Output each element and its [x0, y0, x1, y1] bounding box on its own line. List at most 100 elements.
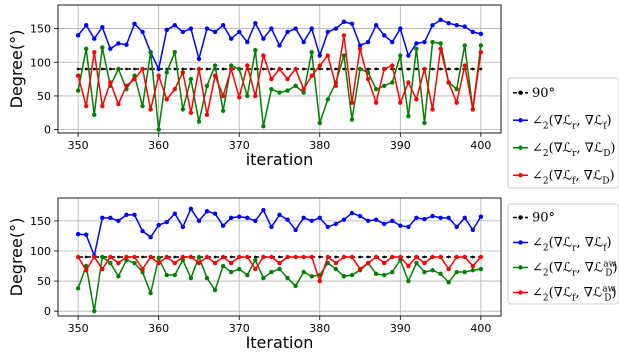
data-point: [325, 53, 331, 58]
legend-label-part: r: [572, 244, 577, 254]
data-point: [245, 93, 250, 99]
data-point: [204, 83, 210, 89]
data-point: [125, 67, 128, 71]
data-point: [140, 228, 145, 234]
data-point: [83, 268, 89, 273]
data-point: [414, 97, 419, 102]
data-point: [180, 257, 186, 263]
data-point: [302, 67, 306, 71]
data-point: [470, 227, 476, 233]
data-point: [172, 211, 177, 216]
data-point: [447, 67, 451, 71]
data-point: [285, 88, 290, 93]
legend-label-part: f: [572, 176, 576, 186]
data-point: [148, 290, 153, 296]
data-point: [84, 255, 88, 259]
data-point: [479, 67, 483, 71]
legend-label-part: D: [605, 269, 612, 279]
data-point: [269, 26, 274, 31]
data-point: [132, 254, 137, 260]
data-point: [92, 254, 97, 260]
data-point: [92, 67, 96, 71]
data-point: [414, 254, 419, 260]
data-point: [382, 272, 387, 278]
data-point: [116, 260, 121, 266]
data-point: [140, 103, 145, 109]
data-point: [309, 254, 314, 260]
data-point: [261, 254, 266, 260]
data-point: [245, 39, 250, 45]
data-point: [349, 210, 355, 216]
data-point: [270, 67, 273, 71]
legend-label-part: ): [607, 236, 612, 251]
data-point: [462, 215, 467, 221]
data-point: [253, 20, 258, 26]
data-point: [228, 66, 234, 72]
data-point: [373, 254, 379, 260]
data-point: [406, 263, 411, 269]
data-point: [470, 263, 476, 269]
data-point: [253, 47, 258, 53]
legend-label: ∠2(∇ℒr, ∇ℒf): [532, 236, 612, 254]
data-point: [374, 67, 378, 71]
data-point: [301, 90, 306, 95]
data-point: [132, 76, 137, 82]
data-point: [430, 107, 435, 112]
data-point: [366, 67, 370, 71]
legend-label-part: 2: [543, 149, 549, 159]
data-point: [75, 254, 81, 260]
data-point: [269, 254, 274, 260]
legend-label-part: , ∇ℒ: [576, 236, 603, 251]
data-point: [471, 67, 475, 71]
data-point: [229, 255, 233, 259]
data-point: [92, 49, 97, 55]
data-point: [349, 100, 355, 105]
data-point: [164, 219, 169, 225]
legend-label: ∠2(∇ℒr, ∇ℒf): [532, 113, 612, 131]
data-point: [366, 255, 370, 259]
data-point: [172, 260, 177, 266]
data-point: [325, 254, 331, 260]
legend-swatch-marker: [518, 173, 523, 178]
data-point: [83, 103, 89, 109]
data-point: [277, 90, 282, 95]
data-point: [75, 286, 81, 291]
data-point: [462, 63, 467, 68]
legend-label: ∠2(∇ℒf, ∇ℒD): [532, 168, 615, 186]
legend-label-part: r: [572, 121, 577, 131]
data-point: [373, 100, 379, 105]
data-point: [196, 260, 202, 266]
data-point: [245, 215, 250, 221]
legend-label-part: ∠: [532, 261, 543, 276]
data-point: [390, 39, 395, 45]
legend-label-part: ): [612, 286, 617, 301]
legend-label-part: ∠: [532, 286, 543, 301]
data-point: [454, 224, 459, 230]
data-point: [212, 29, 218, 35]
data-point: [350, 67, 354, 71]
legend-label-part: 90°: [532, 86, 555, 101]
data-point: [173, 255, 177, 259]
data-point: [357, 213, 363, 219]
legend: 90°∠2(∇ℒr, ∇ℒf)∠2(∇ℒr, ∇ℒD)∠2(∇ℒf, ∇ℒD): [507, 77, 619, 189]
data-point: [317, 278, 322, 284]
data-point: [172, 49, 177, 55]
data-point: [132, 260, 137, 266]
data-point: [422, 39, 427, 45]
data-point: [181, 67, 185, 71]
legend-label-part: (∇ℒ: [549, 113, 573, 128]
legend-label-part: ): [610, 141, 615, 156]
data-point: [156, 256, 161, 261]
data-point: [221, 67, 225, 71]
legend-label-part: r: [572, 149, 577, 159]
data-point: [446, 266, 451, 272]
data-point: [220, 263, 226, 269]
data-point: [188, 110, 194, 115]
y-tick-label: 150: [30, 23, 51, 36]
data-point: [325, 224, 331, 230]
data-point: [156, 260, 161, 266]
x-tick-label: 400: [470, 139, 491, 152]
data-point: [333, 221, 339, 227]
legend-label: ∠2(∇ℒf, ∇ℒaw D): [532, 285, 617, 304]
